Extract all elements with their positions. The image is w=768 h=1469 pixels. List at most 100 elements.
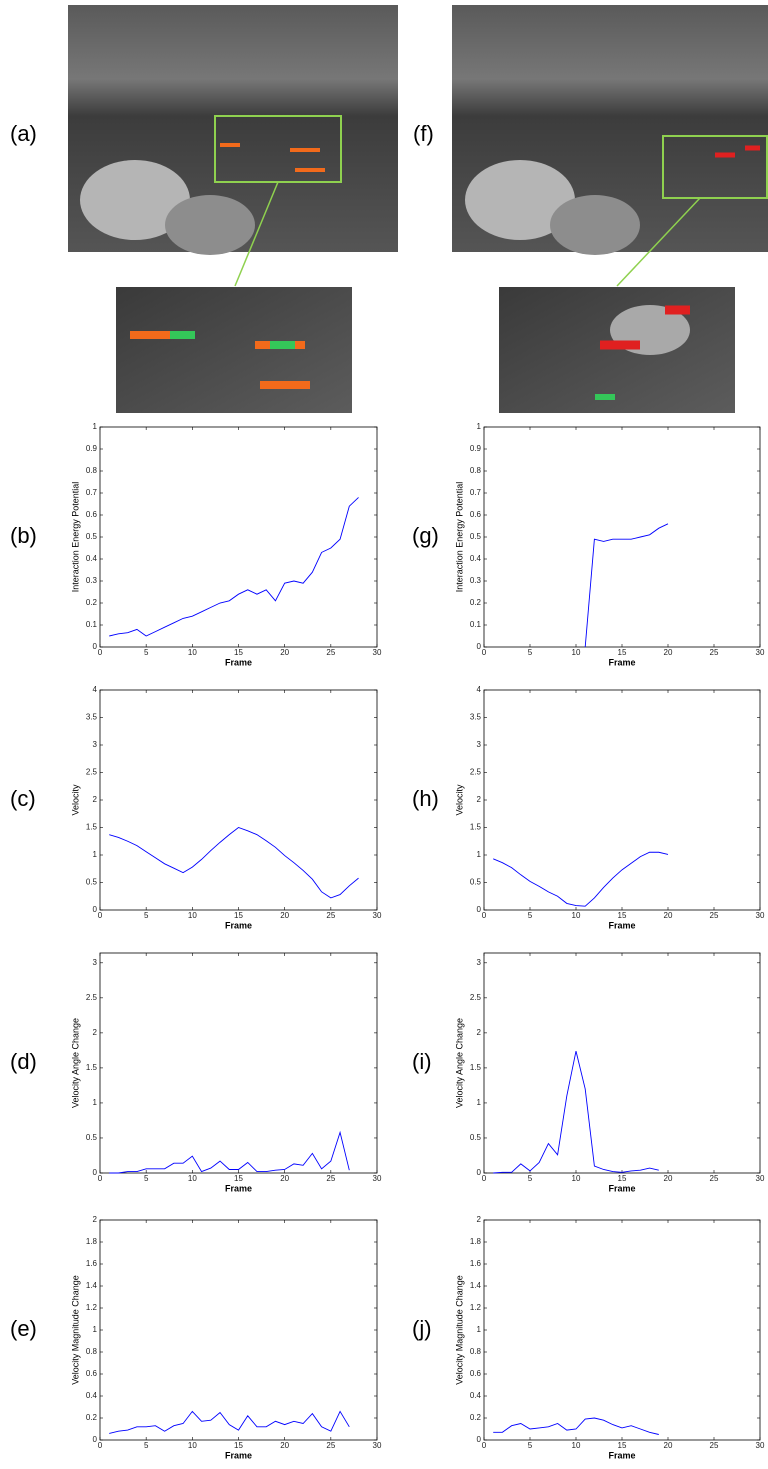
plot-frame	[483, 426, 761, 648]
y-tick-label: 0.4	[86, 554, 98, 563]
x-tick-label: 0	[98, 911, 103, 920]
x-tick-label: 25	[326, 1174, 335, 1183]
y-tick-label: 1.5	[86, 823, 98, 832]
data-line	[109, 1130, 350, 1174]
y-tick-label: 1.4	[86, 1281, 98, 1290]
y-tick-label: 2	[93, 795, 98, 804]
y-tick-label: 4	[93, 685, 98, 694]
y-tick-label: 1.5	[470, 823, 482, 832]
y-tick-label: 2	[477, 1028, 482, 1037]
y-tick-label: 0.8	[470, 1347, 482, 1356]
x-tick-label: 25	[710, 911, 719, 920]
y-tick-label: 4	[477, 685, 482, 694]
y-tick-label: 0.5	[470, 1133, 482, 1142]
y-tick-label: 1.5	[86, 1063, 98, 1072]
x-tick-label: 30	[756, 1441, 765, 1450]
data-line	[493, 851, 669, 907]
x-tick-label: 5	[144, 648, 149, 657]
trajectory	[715, 145, 760, 158]
y-tick-label: 2.5	[86, 768, 98, 777]
x-tick-label: 25	[326, 648, 335, 657]
y-tick-label: 0	[93, 642, 98, 651]
x-tick-label: 15	[618, 1441, 627, 1450]
x-axis-label: Frame	[608, 1183, 635, 1193]
y-tick-label: 0.2	[86, 1413, 98, 1422]
y-tick-label: 1.5	[470, 1063, 482, 1072]
y-tick-label: 1	[477, 422, 482, 431]
x-tick-label: 0	[482, 1441, 487, 1450]
y-tick-label: 2	[477, 795, 482, 804]
y-tick-label: 0.4	[470, 1391, 482, 1400]
panel-label: (a)	[10, 121, 37, 146]
plot-frame	[99, 689, 378, 911]
y-tick-label: 0.8	[86, 466, 98, 475]
panel-label: (i)	[412, 1049, 432, 1074]
y-tick-label: 1.8	[470, 1237, 482, 1246]
x-tick-label: 10	[188, 1174, 197, 1183]
x-tick-label: 10	[188, 1441, 197, 1450]
x-tick-label: 5	[528, 648, 533, 657]
plot-frame	[483, 1219, 761, 1441]
x-tick-label: 30	[756, 648, 765, 657]
x-tick-label: 15	[618, 911, 627, 920]
y-axis-label: Velocity Angle Change	[70, 1018, 80, 1108]
x-tick-label: 20	[664, 1174, 673, 1183]
y-tick-label: 0.2	[470, 598, 482, 607]
y-tick-label: 0.6	[86, 1369, 98, 1378]
x-tick-label: 0	[482, 911, 487, 920]
y-tick-label: 3	[93, 958, 98, 967]
x-axis-label: Frame	[225, 1183, 252, 1193]
y-tick-label: 1.2	[86, 1303, 98, 1312]
x-tick-label: 5	[144, 1441, 149, 1450]
x-tick-label: 25	[326, 911, 335, 920]
y-tick-label: 0	[477, 1435, 482, 1444]
panel-label: (d)	[10, 1049, 37, 1074]
x-tick-label: 20	[280, 1174, 289, 1183]
car	[550, 195, 640, 255]
y-tick-label: 3	[93, 740, 98, 749]
x-tick-label: 25	[710, 648, 719, 657]
y-tick-label: 0.5	[470, 532, 482, 541]
y-tick-label: 3	[477, 958, 482, 967]
y-tick-label: 0	[93, 1168, 98, 1177]
data-line	[493, 1050, 659, 1174]
x-tick-label: 20	[280, 1441, 289, 1450]
trajectory	[600, 305, 690, 350]
y-axis-label: Interaction Energy Potential	[454, 482, 464, 593]
x-tick-label: 10	[572, 911, 581, 920]
x-tick-label: 10	[188, 911, 197, 920]
y-tick-label: 1	[477, 1098, 482, 1107]
x-tick-label: 5	[528, 1174, 533, 1183]
y-tick-label: 0.5	[86, 878, 98, 887]
y-tick-label: 0.4	[470, 554, 482, 563]
x-tick-label: 15	[234, 911, 243, 920]
x-tick-label: 0	[98, 648, 103, 657]
x-tick-label: 20	[280, 911, 289, 920]
y-tick-label: 1	[93, 422, 98, 431]
y-tick-label: 1.2	[470, 1303, 482, 1312]
x-tick-label: 0	[98, 1441, 103, 1450]
car	[465, 160, 575, 240]
y-tick-label: 2	[93, 1215, 98, 1224]
x-tick-label: 0	[98, 1174, 103, 1183]
x-tick-label: 25	[710, 1441, 719, 1450]
x-tick-label: 10	[188, 648, 197, 657]
y-tick-label: 1.4	[470, 1281, 482, 1290]
plot-frame	[99, 952, 378, 1174]
x-axis-label: Frame	[608, 1450, 635, 1460]
trajectory	[170, 331, 295, 349]
y-tick-label: 1.6	[470, 1259, 482, 1268]
y-tick-label: 0.1	[86, 620, 98, 629]
x-tick-label: 0	[482, 1174, 487, 1183]
car	[165, 195, 255, 255]
y-tick-label: 0.1	[470, 620, 482, 629]
y-tick-label: 0	[477, 642, 482, 651]
x-tick-label: 30	[373, 1441, 382, 1450]
plot-frame	[99, 1219, 378, 1441]
data-line	[109, 826, 359, 899]
plot-frame	[483, 952, 761, 1174]
y-tick-label: 0.6	[470, 510, 482, 519]
plot-frame	[483, 689, 761, 911]
y-tick-label: 1	[477, 850, 482, 859]
x-tick-label: 20	[664, 648, 673, 657]
